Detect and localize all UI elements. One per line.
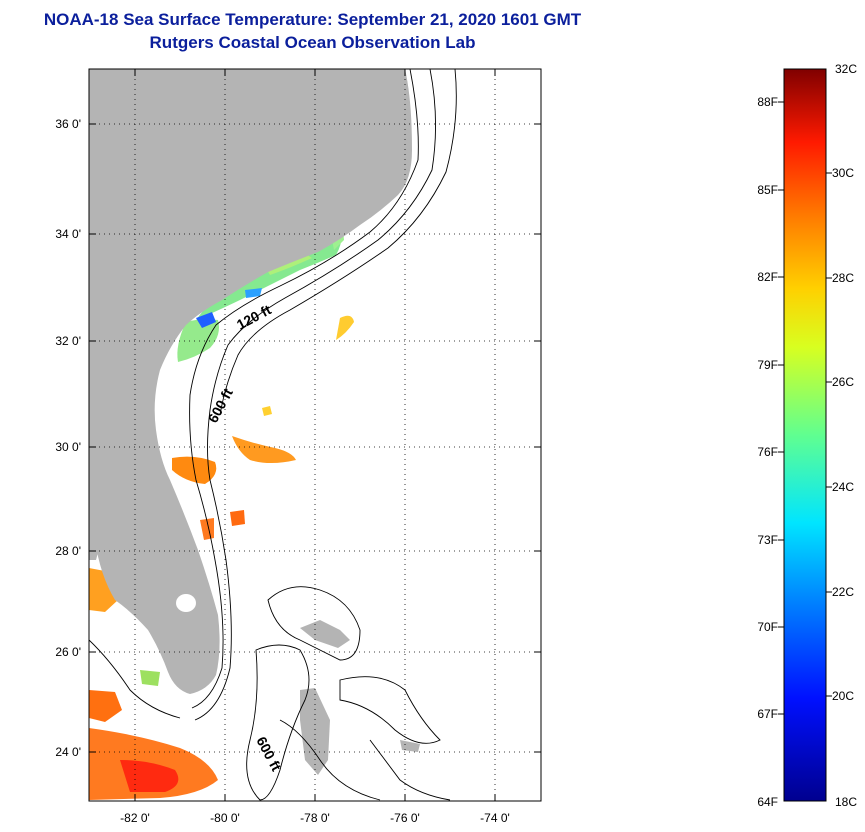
colorbar-min-label: 18C: [835, 795, 857, 809]
land-layer: [89, 69, 420, 775]
isobath-contours: [89, 69, 457, 801]
map-title: NOAA-18 Sea Surface Temperature: Septemb…: [43, 10, 582, 29]
colorbar-max-label: 32C: [835, 62, 857, 76]
lon-tick-label: -76 0': [390, 811, 420, 825]
colorbar-f-label: 85F: [757, 183, 778, 197]
colorbar-gradient: [783, 68, 827, 802]
lat-tick-label: 24 0': [55, 745, 81, 759]
graticule-grid: [89, 69, 541, 801]
lat-tick-label: 30 0': [55, 440, 81, 454]
colorbar-c-label: 26C: [832, 375, 854, 389]
lon-tick-label: -82 0': [120, 811, 150, 825]
lat-tick-label: 26 0': [55, 645, 81, 659]
lat-tick-label: 28 0': [55, 544, 81, 558]
colorbar-c-label: 24C: [832, 480, 854, 494]
colorbar-c-label: 28C: [832, 271, 854, 285]
lat-tick-label: 32 0': [55, 334, 81, 348]
lon-tick-label: -74 0': [480, 811, 510, 825]
colorbar-f-label: 76F: [757, 445, 778, 459]
colorbar-c-label: 20C: [832, 689, 854, 703]
colorbar-f-label: 64F: [757, 795, 778, 809]
lon-tick-label: -78 0': [300, 811, 330, 825]
colorbar-f-label: 67F: [757, 707, 778, 721]
lat-tick-label: 34 0': [55, 227, 81, 241]
colorbar-c-label: 30C: [832, 166, 854, 180]
lat-tick-label: 36 0': [55, 117, 81, 131]
colorbar-f-label: 73F: [757, 533, 778, 547]
axis-ticks: [89, 69, 541, 801]
colorbar-f-label: 70F: [757, 620, 778, 634]
temperature-colorbar: 32C 18C 88F 85F 82F 79F 76F 73F 70F 67F …: [757, 62, 857, 809]
map-subtitle: Rutgers Coastal Ocean Observation Lab: [149, 33, 476, 52]
colorbar-c-label: 22C: [832, 585, 854, 599]
colorbar-f-label: 82F: [757, 270, 778, 284]
colorbar-f-label: 79F: [757, 358, 778, 372]
lon-tick-label: -80 0': [210, 811, 240, 825]
colorbar-f-label: 88F: [757, 95, 778, 109]
